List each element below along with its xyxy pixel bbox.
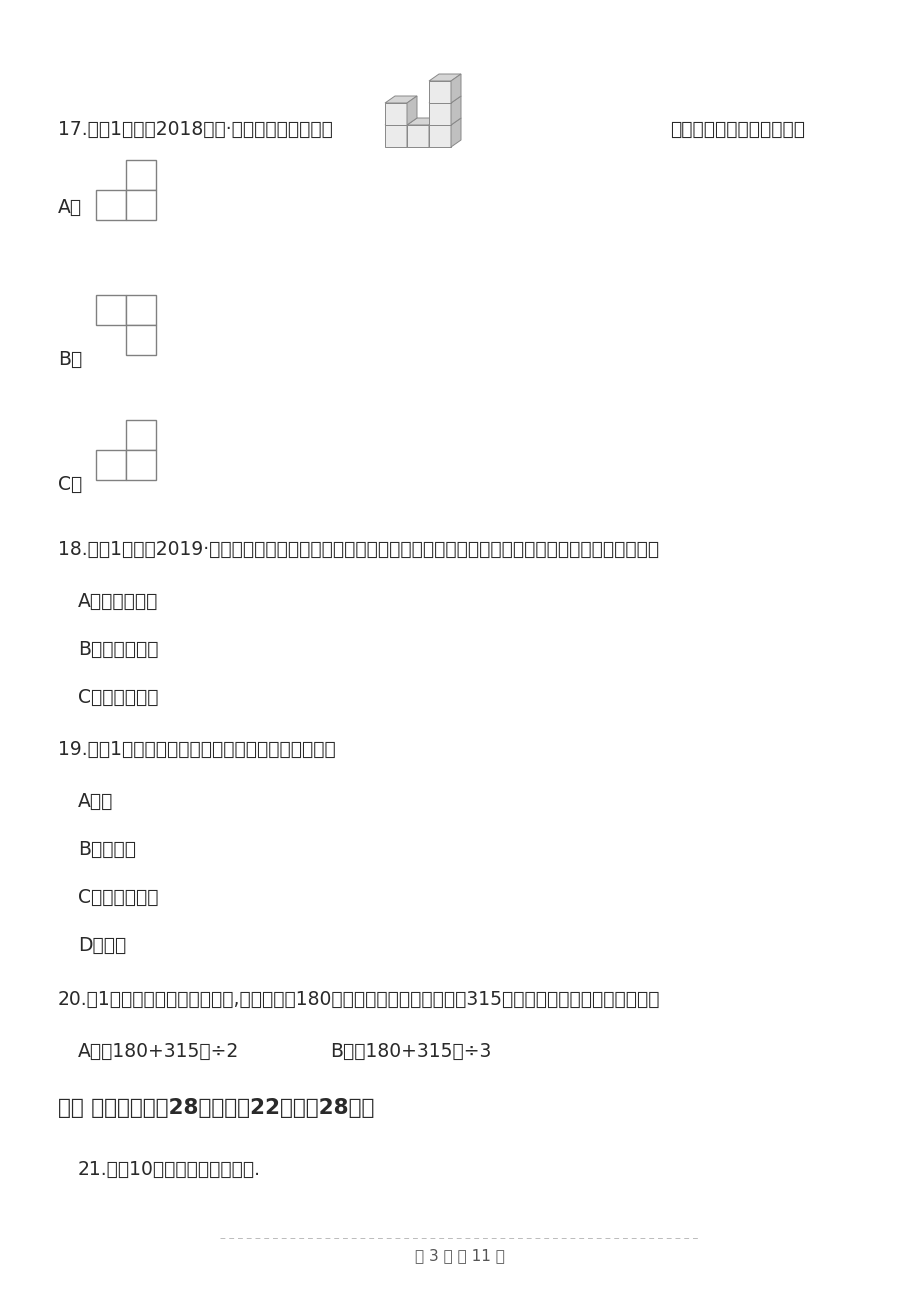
Text: C．等边三角形: C．等边三角形 (78, 888, 158, 907)
Text: 20.（1分）植树节少先队员种树,第一天种了180棵、第二天、第三天共种了315棵，平均每天多少棵？（　　）: 20.（1分）植树节少先队员种树,第一天种了180棵、第二天、第三天共种了315… (58, 990, 660, 1009)
Bar (126, 450, 156, 480)
Bar (126, 421, 156, 450)
Text: A．锐角三角形: A．锐角三角形 (78, 592, 158, 611)
Polygon shape (406, 118, 438, 125)
Text: B．正方形: B．正方形 (78, 840, 136, 859)
Polygon shape (428, 118, 460, 125)
Bar (126, 326, 156, 355)
Polygon shape (428, 74, 460, 81)
Polygon shape (384, 103, 406, 125)
Text: 19.　（1分）下列图形中，对称轴最多的是（　　）: 19. （1分）下列图形中，对称轴最多的是（ ） (58, 740, 335, 759)
Text: C．鹉角三角形: C．鹉角三角形 (78, 687, 158, 707)
Polygon shape (406, 118, 416, 147)
Text: 四、 计算题。（內28分）（內22题；內28分）: 四、 计算题。（內28分）（內22题；內28分） (58, 1098, 374, 1118)
Text: B．（180+315）÷3: B．（180+315）÷3 (330, 1042, 491, 1061)
Polygon shape (450, 96, 460, 125)
Text: 21.　（10分）用你喜欢的方法.: 21. （10分）用你喜欢的方法. (78, 1160, 261, 1180)
Text: A．圆: A．圆 (78, 792, 113, 811)
Polygon shape (406, 96, 416, 125)
Text: C．: C． (58, 475, 82, 493)
Polygon shape (428, 118, 438, 147)
Text: 第 3 页 八 11 页: 第 3 页 八 11 页 (414, 1249, 505, 1263)
Text: D．半圆: D．半圆 (78, 936, 126, 954)
Text: B．: B． (58, 350, 82, 368)
Polygon shape (384, 118, 416, 125)
Text: ，看到的形状是（　　）。: ，看到的形状是（ ）。 (669, 120, 804, 139)
Polygon shape (384, 125, 406, 147)
Polygon shape (384, 96, 416, 103)
Polygon shape (428, 81, 450, 103)
Text: B．直角三角形: B．直角三角形 (78, 641, 158, 659)
Bar (96, 296, 126, 326)
Bar (126, 160, 156, 190)
Text: 17.　（1分）（2018四下·云南期末）从前面看: 17. （1分）（2018四下·云南期末）从前面看 (58, 120, 333, 139)
Polygon shape (450, 118, 460, 147)
Polygon shape (450, 74, 460, 103)
Text: 18.　（1分）（2019·肇庆模拟）在一个三角形中，两个内角度数的和小于第三个内角，这个三角形是（　　）。: 18. （1分）（2019·肇庆模拟）在一个三角形中，两个内角度数的和小于第三个… (58, 540, 658, 559)
Bar (96, 450, 126, 480)
Bar (126, 190, 156, 220)
Bar (96, 190, 126, 220)
Polygon shape (406, 125, 428, 147)
Polygon shape (428, 125, 450, 147)
Text: A．: A． (58, 198, 82, 217)
Bar (126, 296, 156, 326)
Polygon shape (428, 96, 460, 103)
Polygon shape (428, 103, 450, 125)
Text: A．（180+315）÷2: A．（180+315）÷2 (78, 1042, 239, 1061)
